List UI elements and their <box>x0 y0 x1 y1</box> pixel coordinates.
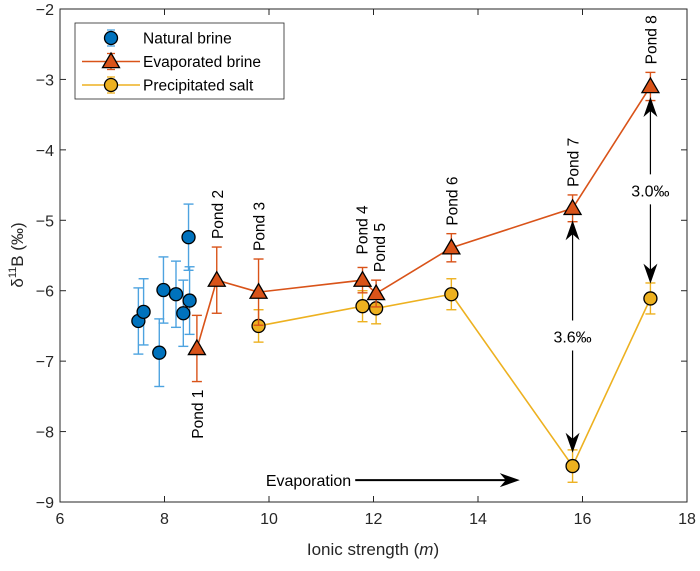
data-point <box>168 287 184 302</box>
pond-label: Pond 1 <box>190 390 207 439</box>
x-tick-label: 12 <box>365 511 383 528</box>
data-point <box>352 270 373 287</box>
data-point <box>187 338 207 356</box>
pond-label: Pond 6 <box>444 177 461 226</box>
data-point <box>444 287 459 302</box>
pond-label: Pond 8 <box>643 15 660 64</box>
data-point <box>181 230 196 245</box>
data-point <box>562 198 583 216</box>
legend-marker <box>103 77 119 93</box>
pond-label: Pond 5 <box>372 223 389 272</box>
data-point <box>152 345 167 360</box>
x-axis-label: Ionic strength (m) <box>307 540 439 559</box>
legend-label: Precipitated salt <box>143 78 254 95</box>
x-tick-label: 6 <box>56 511 65 528</box>
data-point <box>156 282 171 298</box>
legend-marker <box>101 51 121 69</box>
legend-label: Natural brine <box>143 31 232 48</box>
data-point <box>182 293 197 308</box>
x-tick-label: 18 <box>678 511 696 528</box>
series-1 <box>187 71 661 383</box>
annotation: 3.0‰ <box>631 97 670 284</box>
x-tick-label: 14 <box>469 511 487 528</box>
y-tick-label: −9 <box>36 495 54 512</box>
legend-marker <box>103 30 119 46</box>
y-axis-label: δ11B (‰) <box>7 222 27 287</box>
pond-label: Pond 4 <box>355 205 372 255</box>
data-point <box>640 76 661 94</box>
data-point <box>441 237 461 255</box>
data-point <box>136 304 151 319</box>
y-tick-label: −3 <box>36 72 54 89</box>
x-tick-label: 10 <box>260 511 278 528</box>
annotation: Evaporation <box>266 473 520 490</box>
series-2 <box>251 278 658 483</box>
legend: Natural brine Evaporated brine Precipitate… <box>74 22 285 100</box>
x-tick-label: 16 <box>574 511 592 528</box>
arrow-head-icon <box>643 97 658 118</box>
y-tick-label: −4 <box>36 143 54 160</box>
y-tick-label: −6 <box>36 284 54 301</box>
arrow-head-icon <box>565 432 580 453</box>
series-line-2 <box>258 293 652 468</box>
data-point <box>565 458 580 474</box>
pond-label: Pond 3 <box>252 202 269 251</box>
y-tick-label: −8 <box>36 425 54 442</box>
arrow-head-icon <box>499 473 520 488</box>
data-point <box>248 282 269 299</box>
annotation: 3.6‰ <box>553 220 592 453</box>
x-tick-label: 8 <box>160 511 169 528</box>
pond-label: Pond 2 <box>210 190 227 239</box>
data-point <box>355 299 370 314</box>
y-tick-label: −2 <box>36 2 54 19</box>
arrow-head-icon <box>643 263 658 284</box>
data-point <box>207 270 227 287</box>
y-tick-label: −5 <box>36 213 54 230</box>
data-point <box>643 291 658 306</box>
data-point <box>366 283 386 301</box>
arrow-head-icon <box>565 220 580 241</box>
legend-label: Evaporated brine <box>143 54 261 71</box>
annotation-label: 3.6‰ <box>553 329 591 346</box>
series-0 <box>131 203 197 388</box>
data-point <box>176 306 191 321</box>
pond-label: Pond 7 <box>566 138 583 187</box>
annotation-label: 3.0‰ <box>631 183 669 200</box>
annotation-label: Evaporation <box>266 473 351 490</box>
y-tick-label: −7 <box>36 354 54 371</box>
